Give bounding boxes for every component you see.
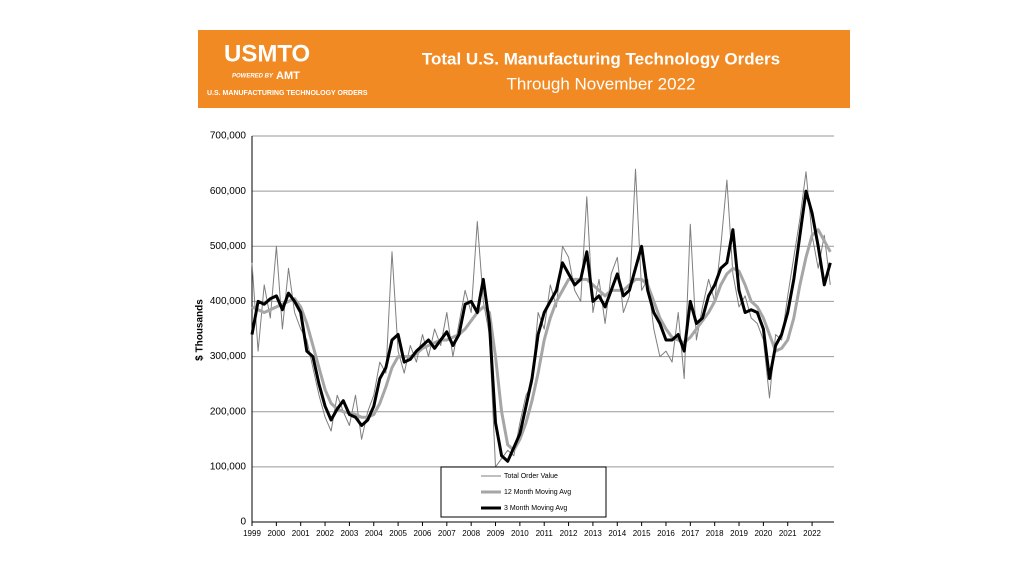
y-tick-label: 300,000	[210, 351, 247, 362]
series-line	[251, 228, 832, 452]
y-tick-label: 0	[240, 517, 246, 528]
banner	[198, 30, 850, 108]
chart-subtitle: Through November 2022	[506, 74, 695, 93]
y-tick-label: 500,000	[210, 241, 247, 252]
x-tick-label: 2000	[267, 529, 285, 538]
x-tick-label: 2003	[341, 529, 359, 538]
x-tick-label: 2013	[584, 529, 602, 538]
x-tick-label: 2005	[389, 529, 407, 538]
x-tick-label: 2020	[754, 529, 772, 538]
x-tick-label: 2001	[292, 529, 310, 538]
y-tick-label: 200,000	[210, 406, 247, 417]
x-tick-label: 2009	[487, 529, 505, 538]
series-line	[250, 189, 832, 463]
legend-box	[440, 466, 607, 518]
x-tick-label: 2016	[657, 529, 675, 538]
y-tick-label: 400,000	[210, 296, 247, 307]
x-tick-label: 2002	[316, 529, 334, 538]
x-tick-label: 2006	[414, 529, 432, 538]
x-tick-label: 2018	[706, 529, 724, 538]
x-tick-label: 2017	[681, 529, 699, 538]
legend-label: Total Order Value	[504, 473, 558, 480]
brand: AMT	[276, 70, 300, 82]
chart-title: Total U.S. Manufacturing Technology Orde…	[422, 49, 780, 68]
x-tick-label: 2008	[462, 529, 480, 538]
x-tick-label: 2012	[560, 529, 578, 538]
y-tick-label: 700,000	[210, 131, 247, 142]
y-axis-label: $ Thousands	[195, 299, 206, 361]
x-tick-label: 2014	[608, 529, 626, 538]
logo: USMTO	[224, 40, 310, 67]
x-tick-label: 2022	[803, 529, 821, 538]
x-tick-label: 2007	[438, 529, 456, 538]
powered-by: POWERED BY	[232, 74, 274, 80]
legend-label: 3 Month Moving Avg	[504, 505, 567, 512]
x-tick-label: 1999	[243, 529, 261, 538]
tagline: U.S. MANUFACTURING TECHNOLOGY ORDERS	[207, 90, 368, 97]
x-tick-label: 2004	[365, 529, 383, 538]
y-tick-label: 600,000	[210, 186, 247, 197]
x-tick-label: 2011	[536, 529, 554, 538]
legend-label: 12 Month Moving Avg	[504, 489, 571, 496]
x-tick-label: 2021	[779, 529, 797, 538]
x-tick-label: 2019	[730, 529, 748, 538]
x-tick-label: 2015	[633, 529, 651, 538]
y-tick-label: 100,000	[210, 461, 247, 472]
x-tick-label: 2010	[511, 529, 529, 538]
